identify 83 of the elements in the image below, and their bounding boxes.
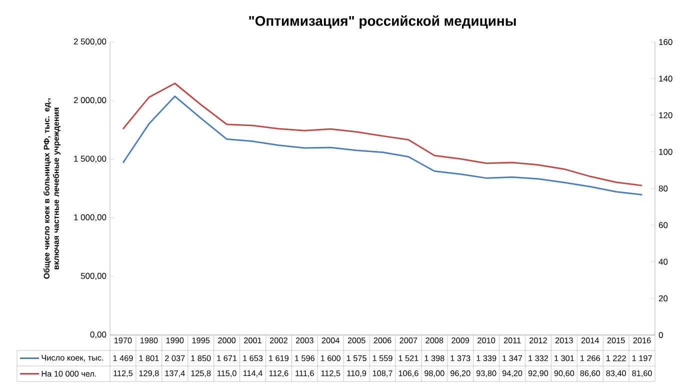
legend-label: На 10 000 чел. [42, 370, 96, 377]
x-tick-label: 2005 [348, 338, 366, 344]
y-tick-label: 0,00 [90, 332, 106, 338]
data-label: 2 037 [165, 355, 185, 362]
data-label: 1 469 [113, 355, 133, 362]
data-label: 1 347 [502, 355, 522, 362]
data-label: 1 197 [632, 355, 652, 362]
x-tick-label: 2016 [633, 338, 651, 344]
data-label: 108,7 [372, 370, 392, 378]
data-label: 92,90 [528, 370, 548, 378]
data-label: 98,00 [424, 370, 444, 378]
data-label: 83,40 [606, 370, 626, 378]
data-label: 110,9 [347, 370, 366, 378]
data-label: 1 850 [191, 355, 211, 362]
data-label: 112,5 [321, 370, 340, 378]
x-tick-label: 2009 [452, 338, 470, 344]
data-label: 125,8 [191, 370, 211, 378]
x-tick-label: 2007 [400, 338, 418, 344]
data-label: 115,0 [218, 370, 236, 378]
y2-tick-label: 80 [658, 186, 668, 192]
y2-tick-label: 0 [658, 332, 663, 338]
line-series [122, 96, 643, 196]
data-label: 106,6 [398, 370, 418, 378]
data-label: 1 653 [243, 355, 263, 362]
x-tick-label: 1980 [140, 338, 158, 344]
data-label: 93,80 [476, 370, 496, 378]
data-label: 1 619 [269, 355, 289, 362]
x-tick-label: 2013 [555, 338, 573, 344]
data-label: 1 801 [139, 355, 159, 362]
data-label: 1 521 [398, 355, 418, 362]
data-label: 1 373 [450, 355, 470, 362]
chart-title: "Оптимизация" российской медицины [249, 15, 516, 29]
data-label: 86,60 [580, 370, 600, 378]
x-tick-label: 2000 [218, 338, 236, 344]
data-label: 81,60 [632, 370, 652, 378]
line-series [122, 82, 643, 186]
data-label: 1 600 [321, 355, 340, 362]
data-label: 129,8 [139, 370, 159, 378]
x-tick-label: 1970 [114, 338, 132, 344]
x-tick-label: 2003 [296, 338, 314, 344]
y-tick-label: 2 000,00 [74, 97, 106, 104]
data-label: 1 301 [554, 355, 574, 362]
data-label: 1 266 [580, 355, 600, 362]
y2-tick-label: 60 [658, 222, 668, 228]
y2-tick-label: 160 [659, 39, 672, 45]
x-tick-label: 2010 [478, 338, 496, 344]
x-tick-label: 2008 [426, 338, 444, 344]
x-tick-label: 1995 [192, 338, 210, 344]
data-label: 1 671 [217, 355, 237, 362]
data-label: 111,6 [296, 370, 314, 378]
data-label: 137,4 [165, 370, 185, 378]
x-tick-label: 2012 [530, 338, 547, 344]
data-label: 96,20 [450, 370, 470, 378]
y-tick-label: 2 500,00 [74, 38, 106, 46]
y2-tick-label: 140 [659, 76, 672, 82]
data-label: 1 559 [372, 355, 392, 362]
x-tick-label: 2002 [270, 338, 288, 344]
x-tick-label: 2014 [581, 338, 599, 344]
data-label: 1 596 [295, 355, 315, 362]
data-label: 1 222 [606, 355, 626, 362]
data-label: 112,5 [114, 370, 133, 378]
x-tick-label: 2004 [322, 338, 340, 344]
y2-tick-label: 100 [659, 148, 672, 155]
data-label: 90,60 [554, 370, 574, 378]
data-label: 114,4 [243, 370, 262, 378]
y-tick-label: 500,00 [80, 272, 106, 280]
data-label: 112,6 [269, 370, 288, 378]
x-tick-label: 2015 [607, 338, 625, 344]
x-tick-label: 1990 [166, 338, 184, 344]
y-tick-label: 1 000,00 [74, 214, 106, 222]
data-label: 94,20 [502, 370, 522, 378]
y2-tick-label: 40 [658, 258, 668, 265]
x-tick-label: 2006 [374, 338, 392, 344]
y-tick-label: 1 500,00 [74, 156, 106, 163]
y2-tick-label: 20 [658, 295, 668, 302]
x-tick-label: 2011 [504, 338, 521, 344]
legend-label: Число коек, тыс. [42, 354, 104, 362]
data-label: 1 575 [346, 355, 366, 362]
x-tick-label: 2001 [244, 338, 262, 344]
data-label: 1 339 [476, 355, 496, 362]
y2-tick-label: 120 [659, 112, 672, 118]
data-label: 1 332 [528, 355, 548, 362]
data-label: 1 398 [424, 355, 444, 362]
